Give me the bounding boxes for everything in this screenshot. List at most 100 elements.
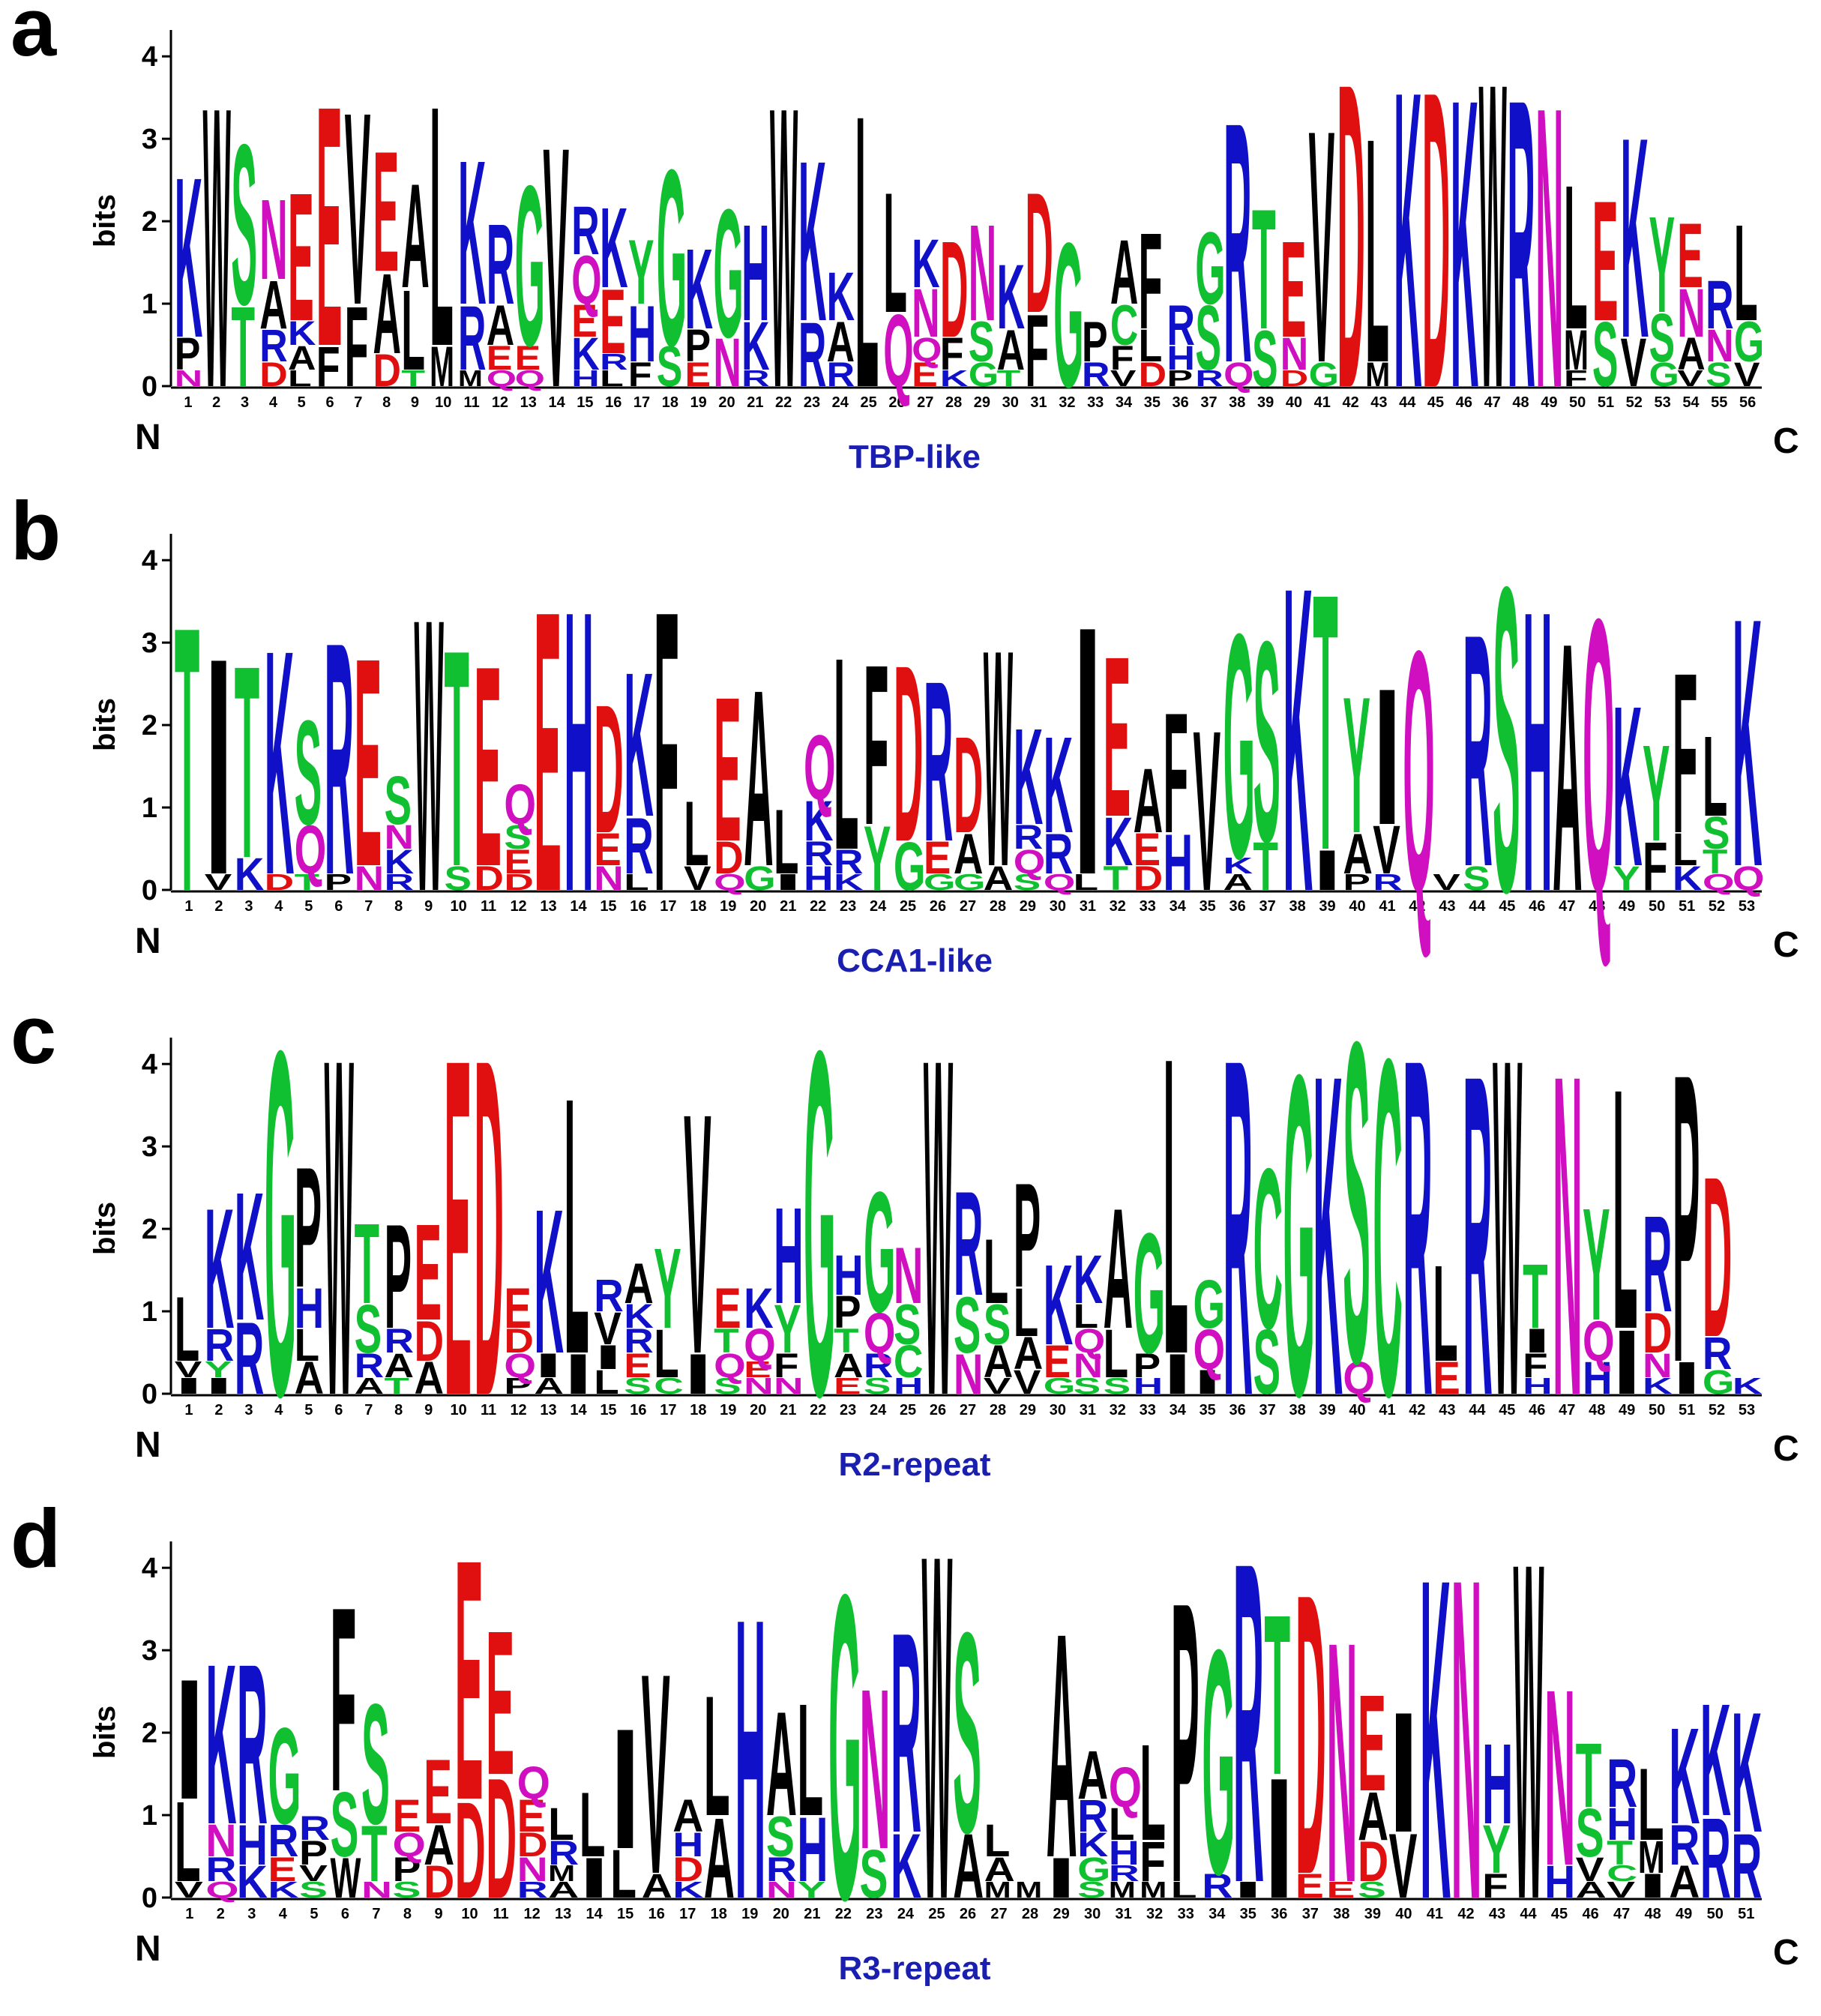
x-tick-label: 49 (1619, 1402, 1635, 1418)
logo-letter-R: R (624, 801, 654, 891)
logo-letter-K: K (827, 259, 855, 335)
logo-letter-A: A (984, 858, 1014, 897)
logo-letter-H: H (628, 289, 656, 379)
logo-letter-A: A (1677, 329, 1705, 380)
logo-letter-E: E (316, 35, 343, 419)
logo-letter-S: S (1253, 581, 1280, 901)
x-tick-label: 50 (1707, 1906, 1724, 1922)
logo-letter-I: I (1164, 1342, 1192, 1406)
logo-letter-I: I (205, 595, 233, 939)
logo-letter-P: P (1082, 310, 1108, 373)
x-tick-label: 25 (861, 394, 877, 411)
x-tick-label: 10 (461, 1906, 478, 1922)
logo-letter-E: E (288, 155, 314, 360)
logo-letter-G: G (1053, 199, 1083, 430)
logo-letter-Q: Q (912, 331, 942, 370)
logo-letter-A: A (984, 1850, 1015, 1888)
logo-letter-Y: Y (654, 1225, 681, 1352)
logo-letter-L: L (984, 1815, 1011, 1866)
logo-letter-N: N (1074, 1346, 1104, 1385)
logo-letter-L: L (401, 267, 425, 394)
logo-letter-W: W (1493, 1008, 1523, 1487)
x-tick-label: 51 (1679, 898, 1695, 915)
logo-letter-R: R (1731, 1816, 1762, 1918)
y-tick-label: 4 (142, 1553, 157, 1584)
logo-letter-L: L (1613, 1018, 1637, 1401)
x-tick-label: 38 (1333, 1906, 1349, 1922)
logo-letter-T: T (235, 609, 259, 916)
logo-letter-R: R (1403, 1008, 1433, 1487)
logo-letter-W: W (922, 1511, 953, 1991)
logo-letter-E: E (424, 1742, 452, 1844)
logo-letter-Q: Q (883, 294, 913, 409)
logo-letter-H: H (774, 1179, 804, 1333)
logo-letter-D: D (1280, 366, 1308, 391)
logo-letter-N: N (1677, 275, 1705, 352)
x-tick-label: 34 (1170, 898, 1187, 915)
x-tick-label: 48 (1589, 898, 1605, 915)
x-tick-label: 38 (1289, 898, 1305, 915)
logo-letter-R: R (827, 356, 855, 394)
x-tick-label: 3 (244, 898, 253, 915)
logo-panel-c: c bits N C R2-repeat 0 1 2 3 4 1 I V L 2 I Y R K 3 R K 4 G 5 A L H P… (0, 994, 1821, 1488)
logo-letter-L: L (984, 1221, 1008, 1323)
logo-letter-P: P (685, 321, 711, 372)
logo-letter-D: D (894, 613, 924, 894)
x-tick-label: 6 (325, 394, 334, 411)
logo-letter-A: A (1110, 220, 1138, 323)
logo-letter-E: E (1104, 609, 1131, 864)
y-tick-label: 4 (142, 41, 157, 73)
logo-letter-R: R (834, 842, 864, 881)
logo-letter-P: P (834, 1287, 861, 1338)
x-tick-label: 56 (1739, 394, 1756, 411)
x-tick-label: 17 (660, 1402, 676, 1418)
x-tick-label: 18 (711, 1906, 727, 1922)
logo-letter-E: E (504, 1277, 532, 1341)
logo-letter-A: A (642, 1866, 672, 1904)
logo-letter-A: A (766, 1681, 797, 1847)
x-tick-label: 6 (334, 1402, 343, 1418)
logo-letter-G: G (265, 1008, 297, 1487)
logo-letter-K: K (624, 1296, 654, 1335)
logo-letter-N: N (1643, 1346, 1673, 1385)
x-tick-label: 43 (1439, 898, 1455, 915)
logo-letter-G: G (864, 1157, 896, 1349)
x-tick-label: 42 (1342, 394, 1358, 411)
x-tick-label: 40 (1286, 394, 1302, 411)
logo-letter-R: R (325, 573, 355, 944)
y-tick-label: 3 (142, 1635, 157, 1667)
x-tick-label: 38 (1289, 1402, 1305, 1418)
x-tick-label: 33 (1140, 898, 1156, 915)
logo-letter-A: A (997, 318, 1025, 382)
logo-letter-S: S (299, 1877, 328, 1903)
x-tick-label: 47 (1613, 1906, 1630, 1922)
x-tick-label: 1 (184, 394, 192, 411)
logo-letter-I: I (205, 1373, 233, 1399)
logo-letter-I: I (1638, 1867, 1668, 1905)
logo-letter-K: K (237, 1856, 268, 1907)
logo-letter-H: H (1109, 1833, 1140, 1871)
logo-letter-A: A (355, 1373, 385, 1399)
x-tick-label: 46 (1529, 898, 1545, 915)
logo-letter-F: F (864, 617, 888, 873)
y-tick-label: 0 (142, 875, 157, 906)
logo-letter-S: S (1358, 1877, 1386, 1903)
x-tick-label: 49 (1541, 394, 1557, 411)
logo-letter-E: E (1280, 212, 1307, 366)
x-tick-label: 53 (1739, 898, 1755, 915)
logo-letter-F: F (1139, 204, 1163, 358)
logo-letter-S: S (1592, 303, 1619, 406)
logo-letter-D: D (474, 858, 504, 897)
x-tick-label: 21 (747, 394, 763, 411)
x-tick-label: 31 (1116, 1906, 1132, 1922)
logo-letter-P: P (393, 1850, 421, 1888)
x-tick-label: 42 (1409, 898, 1425, 915)
logo-letter-H: H (1167, 340, 1195, 378)
logo-letter-D: D (259, 356, 287, 394)
logo-letter-S: S (714, 1373, 741, 1399)
logo-letter-G: G (713, 172, 743, 376)
x-tick-label: 2 (217, 1906, 225, 1922)
logo-letter-D: D (424, 1856, 454, 1907)
logo-letter-T: T (1313, 517, 1337, 927)
